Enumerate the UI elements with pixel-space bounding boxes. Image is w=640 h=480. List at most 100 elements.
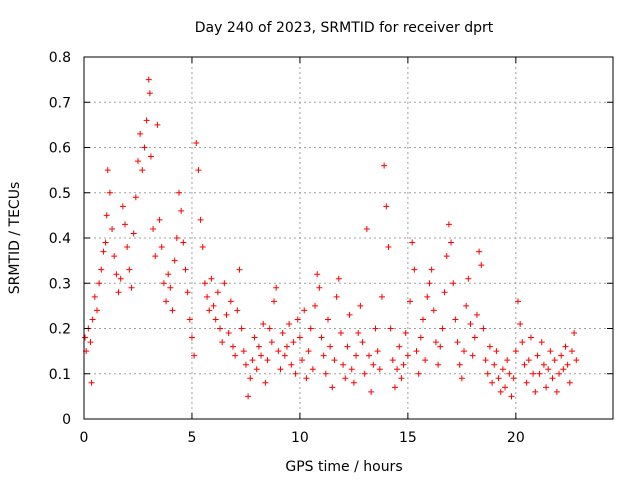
data-point (182, 266, 189, 273)
data-point (208, 275, 215, 282)
data-point (119, 203, 126, 210)
data-point (404, 352, 411, 359)
data-point (527, 334, 534, 341)
y-tick-label: 0.8 (49, 50, 71, 66)
data-point (186, 316, 193, 323)
data-point (333, 293, 340, 300)
data-point (426, 280, 433, 287)
data-point (286, 320, 293, 327)
data-point (88, 379, 95, 386)
data-point (368, 388, 375, 395)
data-point (126, 266, 133, 273)
data-point (277, 366, 284, 373)
data-point (264, 357, 271, 364)
data-point (173, 235, 180, 241)
data-point (499, 366, 506, 373)
data-point (543, 384, 550, 391)
data-point (214, 289, 221, 296)
data-point (260, 320, 267, 327)
y-tick-label: 0.5 (49, 186, 71, 202)
data-point (266, 325, 273, 332)
data-point (376, 366, 383, 373)
data-point (210, 302, 217, 309)
data-point (495, 375, 502, 382)
data-point (530, 370, 537, 377)
data-point (508, 393, 515, 400)
data-point (540, 361, 547, 368)
data-point (469, 352, 476, 359)
data-point (342, 375, 349, 382)
data-point (473, 311, 480, 318)
data-point (415, 370, 422, 377)
data-point (283, 343, 290, 350)
data-point (445, 221, 452, 228)
y-tick-label: 0.7 (49, 95, 71, 111)
data-point (525, 357, 532, 364)
data-point (353, 352, 360, 359)
data-point (439, 325, 446, 332)
data-point (545, 366, 552, 373)
data-point (400, 361, 407, 368)
data-point (130, 230, 137, 237)
data-point (290, 339, 297, 346)
data-point (98, 266, 105, 273)
data-point (124, 244, 131, 251)
data-point (139, 167, 146, 174)
data-point (458, 375, 465, 382)
data-point (238, 325, 245, 332)
data-point (268, 339, 275, 346)
data-point (271, 298, 278, 305)
data-point (301, 307, 308, 314)
data-point (322, 370, 329, 377)
data-point (145, 76, 152, 83)
data-point (432, 339, 439, 346)
data-point (422, 357, 429, 364)
data-point (195, 167, 202, 174)
data-point (171, 257, 178, 264)
data-point (385, 244, 392, 251)
data-point (482, 357, 489, 364)
data-points (82, 76, 580, 400)
data-point (227, 298, 234, 305)
data-point (199, 244, 206, 251)
data-point (467, 320, 474, 327)
data-point (152, 253, 159, 260)
data-point (275, 348, 282, 355)
data-point (556, 370, 563, 377)
data-point (551, 357, 558, 364)
data-point (296, 334, 303, 341)
y-axis-label: SRMTID / TECUs (7, 182, 23, 295)
data-point (394, 366, 401, 373)
data-point (361, 370, 368, 377)
data-point (279, 330, 286, 337)
data-point (452, 316, 459, 323)
data-point (409, 239, 416, 246)
data-point (562, 343, 569, 350)
data-point (355, 330, 362, 337)
data-point (273, 284, 280, 291)
data-point (143, 117, 150, 124)
data-point (102, 239, 109, 246)
data-point (413, 348, 420, 355)
y-tick-label: 0.3 (49, 276, 71, 292)
data-point (212, 316, 219, 323)
data-point (454, 339, 461, 346)
data-point (106, 189, 113, 196)
data-point (536, 370, 543, 377)
data-point (396, 343, 403, 350)
data-point (519, 339, 526, 346)
data-point (309, 366, 316, 373)
data-point (493, 348, 500, 355)
chart-title: Day 240 of 2023, SRMTID for receiver dpr… (195, 20, 494, 36)
data-point (346, 311, 353, 318)
data-point (109, 225, 116, 232)
data-point (305, 348, 312, 355)
data-point (115, 289, 122, 296)
data-point (566, 379, 573, 386)
y-tick-label: 0 (62, 412, 71, 428)
data-point (391, 384, 398, 391)
data-point (288, 361, 295, 368)
data-point (478, 262, 485, 269)
data-point (435, 361, 442, 368)
data-point (538, 339, 545, 346)
